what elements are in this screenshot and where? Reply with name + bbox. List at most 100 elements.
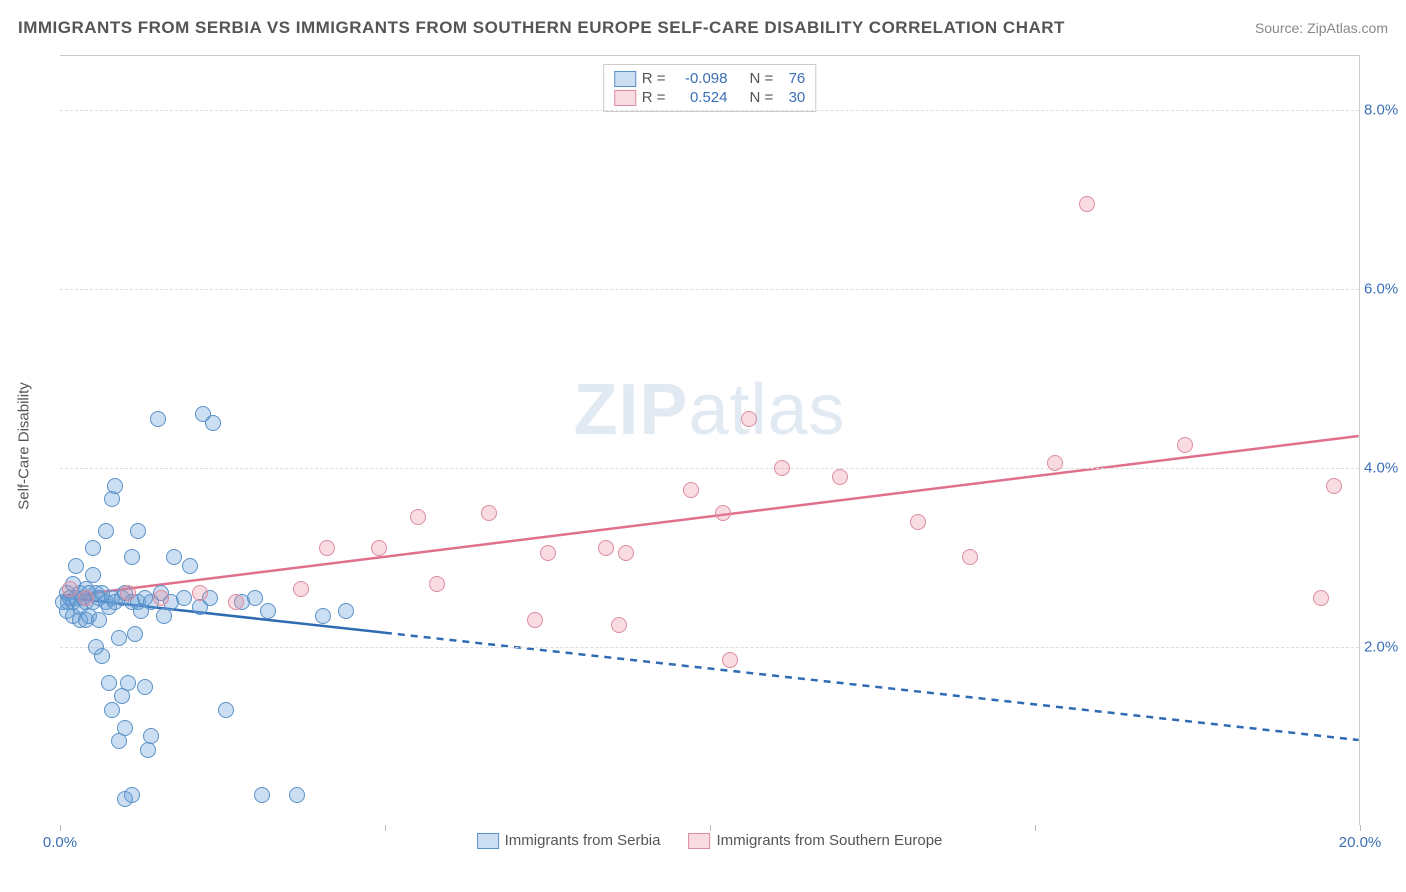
data-point-serbia [98, 523, 114, 539]
legend-correlation-box: R = -0.098 N = 76 R = 0.524 N = 30 [603, 64, 817, 112]
data-point-serbia [91, 612, 107, 628]
data-point-serbia [205, 415, 221, 431]
data-point-southern_europe [722, 652, 738, 668]
legend-n-value: 76 [779, 70, 805, 87]
data-point-serbia [176, 590, 192, 606]
data-point-serbia [166, 549, 182, 565]
data-point-southern_europe [741, 411, 757, 427]
data-point-serbia [315, 608, 331, 624]
data-point-southern_europe [598, 540, 614, 556]
legend-swatch [614, 71, 636, 87]
data-point-southern_europe [715, 505, 731, 521]
source-label: Source: ZipAtlas.com [1255, 20, 1388, 36]
gridline [60, 468, 1359, 469]
y-tick-label: 8.0% [1364, 101, 1406, 118]
gridline [60, 110, 1359, 111]
data-point-southern_europe [1177, 437, 1193, 453]
data-point-southern_europe [540, 545, 556, 561]
data-point-serbia [247, 590, 263, 606]
watermark-bold: ZIP [573, 370, 688, 450]
data-point-serbia [107, 478, 123, 494]
data-point-serbia [120, 675, 136, 691]
legend-r-value: -0.098 [672, 70, 728, 87]
y-axis-label: Self-Care Disability [16, 382, 33, 510]
data-point-southern_europe [228, 594, 244, 610]
x-tick-label: 20.0% [1339, 834, 1382, 851]
data-point-serbia [117, 720, 133, 736]
data-point-serbia [104, 491, 120, 507]
data-point-serbia [104, 702, 120, 718]
data-point-southern_europe [910, 514, 926, 530]
legend-bottom: Immigrants from Serbia Immigrants from So… [477, 832, 943, 849]
legend-n-label: N = [750, 89, 774, 106]
data-point-serbia [124, 549, 140, 565]
data-point-serbia [68, 558, 84, 574]
legend-r-value: 0.524 [672, 89, 728, 106]
x-tick-mark [385, 825, 386, 831]
data-point-serbia [338, 603, 354, 619]
legend-item-serbia: Immigrants from Serbia [477, 832, 661, 849]
x-tick-mark [1360, 825, 1361, 831]
trend-lines-svg [60, 56, 1359, 825]
data-point-southern_europe [319, 540, 335, 556]
legend-r-label: R = [642, 89, 666, 106]
data-point-southern_europe [1047, 455, 1063, 471]
trend-line [60, 436, 1358, 597]
legend-row-serbia: R = -0.098 N = 76 [614, 69, 806, 88]
plot-area: ZIPatlas R =-0.098N =76R =0.524N =30 Imm… [60, 55, 1360, 825]
data-point-serbia [182, 558, 198, 574]
data-point-serbia [101, 675, 117, 691]
data-point-southern_europe [371, 540, 387, 556]
data-point-serbia [124, 787, 140, 803]
data-point-serbia [150, 411, 166, 427]
legend-series-label: Immigrants from Southern Europe [716, 832, 942, 849]
trend-line [385, 633, 1359, 740]
legend-series-label: Immigrants from Serbia [505, 832, 661, 849]
x-tick-mark [60, 825, 61, 831]
data-point-serbia [85, 540, 101, 556]
watermark-light: atlas [688, 370, 845, 450]
data-point-southern_europe [120, 585, 136, 601]
data-point-serbia [130, 523, 146, 539]
gridline [60, 647, 1359, 648]
data-point-southern_europe [1313, 590, 1329, 606]
data-point-southern_europe [618, 545, 634, 561]
chart-title: IMMIGRANTS FROM SERBIA VS IMMIGRANTS FRO… [18, 18, 1065, 38]
legend-n-value: 30 [779, 89, 805, 106]
data-point-serbia [127, 626, 143, 642]
data-point-serbia [260, 603, 276, 619]
data-point-serbia [143, 728, 159, 744]
y-tick-label: 4.0% [1364, 459, 1406, 476]
data-point-southern_europe [153, 590, 169, 606]
data-point-serbia [137, 679, 153, 695]
data-point-southern_europe [429, 576, 445, 592]
x-tick-label: 0.0% [43, 834, 77, 851]
data-point-southern_europe [774, 460, 790, 476]
data-point-southern_europe [1326, 478, 1342, 494]
y-tick-label: 6.0% [1364, 280, 1406, 297]
data-point-serbia [289, 787, 305, 803]
data-point-southern_europe [962, 549, 978, 565]
data-point-southern_europe [1079, 196, 1095, 212]
data-point-southern_europe [683, 482, 699, 498]
legend-swatch [688, 833, 710, 849]
legend-swatch [477, 833, 499, 849]
legend-swatch [614, 90, 636, 106]
legend-row-southern_europe: R = 0.524 N = 30 [614, 88, 806, 107]
data-point-serbia [140, 742, 156, 758]
data-point-southern_europe [293, 581, 309, 597]
legend-r-label: R = [642, 70, 666, 87]
data-point-serbia [218, 702, 234, 718]
gridline [60, 289, 1359, 290]
data-point-southern_europe [192, 585, 208, 601]
data-point-southern_europe [410, 509, 426, 525]
x-tick-mark [710, 825, 711, 831]
data-point-southern_europe [62, 581, 78, 597]
legend-n-label: N = [750, 70, 774, 87]
data-point-southern_europe [481, 505, 497, 521]
y-tick-label: 2.0% [1364, 638, 1406, 655]
watermark: ZIPatlas [573, 369, 845, 451]
data-point-serbia [254, 787, 270, 803]
data-point-serbia [85, 567, 101, 583]
data-point-southern_europe [527, 612, 543, 628]
